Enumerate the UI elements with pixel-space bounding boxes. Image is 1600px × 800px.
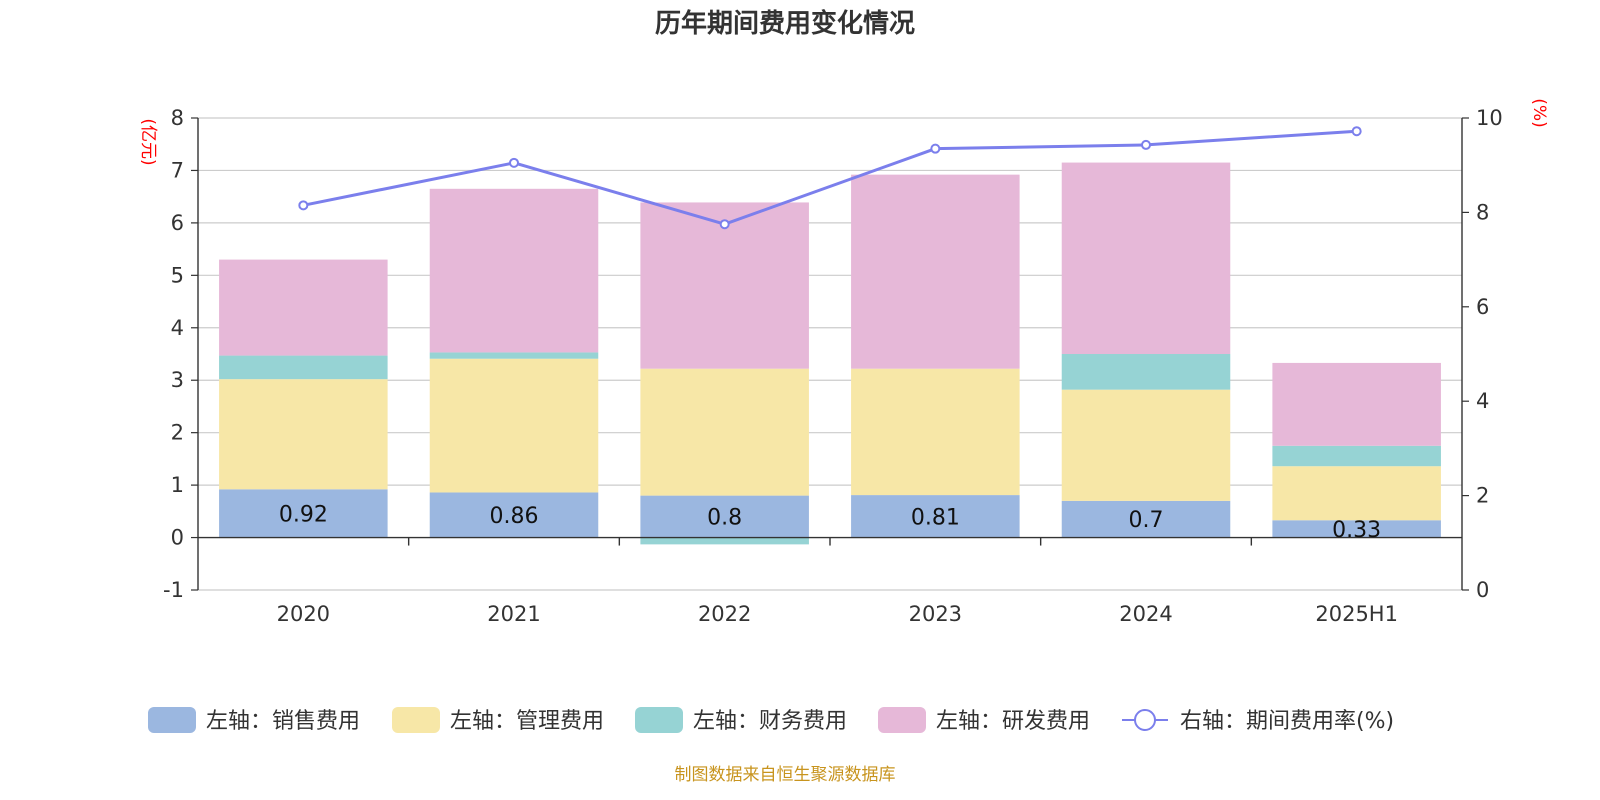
right-tick-label: 6 bbox=[1476, 295, 1489, 319]
category-label: 2025H1 bbox=[1315, 602, 1398, 626]
source-note: 制图数据来自恒生聚源数据库 bbox=[675, 765, 896, 785]
data-label: 0.86 bbox=[490, 504, 539, 529]
legend-swatch bbox=[148, 707, 196, 733]
left-tick-label: 0 bbox=[171, 526, 184, 550]
legend-circle-marker bbox=[1134, 709, 1156, 731]
legend-swatch bbox=[392, 707, 440, 733]
bar-segment bbox=[1272, 445, 1441, 467]
right-tick-label: 2 bbox=[1476, 484, 1489, 508]
bar-segment bbox=[1061, 389, 1231, 501]
left-tick-label: 2 bbox=[171, 421, 184, 445]
bar-segment bbox=[640, 537, 809, 545]
rate-point bbox=[298, 200, 309, 211]
data-label: 0.33 bbox=[1332, 518, 1381, 543]
left-tick-label: -1 bbox=[163, 578, 184, 602]
left-tick-label: 4 bbox=[171, 316, 184, 340]
rate-point bbox=[719, 219, 730, 230]
data-label: 0.8 bbox=[707, 506, 742, 531]
rate-point bbox=[1351, 126, 1362, 137]
bar-segment bbox=[219, 489, 388, 538]
left-tick-label: 1 bbox=[171, 473, 184, 497]
legend-label: 左轴：管理费用 bbox=[450, 709, 604, 734]
right-tick-label: 4 bbox=[1476, 389, 1489, 413]
category-label: 2021 bbox=[487, 602, 540, 626]
left-tick-label: 7 bbox=[171, 158, 184, 182]
category-label: 2024 bbox=[1119, 602, 1172, 626]
axes: -1 0 1 2 3 4 5 6 7 8 0 2 4 6 8 10 2020 2021 2022 2023 2024 20… bbox=[163, 106, 1503, 626]
legend-label: 右轴：期间费用率(%) bbox=[1180, 709, 1394, 734]
bar-segment bbox=[1061, 162, 1231, 354]
grid-lines bbox=[198, 117, 1462, 591]
legend-label: 左轴：财务费用 bbox=[693, 709, 847, 734]
data-label: 0.92 bbox=[279, 502, 328, 527]
bar-segment bbox=[1061, 500, 1231, 538]
rate-point bbox=[930, 143, 941, 154]
data-labels: 0.92 0.86 0.8 0.81 0.7 0.33 bbox=[279, 502, 1381, 542]
bars bbox=[219, 162, 1441, 545]
bar-segment bbox=[219, 355, 388, 380]
bar-segment bbox=[429, 358, 599, 493]
left-tick-label: 3 bbox=[171, 368, 184, 392]
rate-line-path bbox=[303, 129, 1357, 226]
bar-segment bbox=[1272, 466, 1441, 521]
rate-point bbox=[509, 157, 519, 168]
right-axis-unit: (%) bbox=[1529, 98, 1549, 127]
bar-segment bbox=[429, 352, 599, 359]
chart-title: 历年期间费用变化情况 bbox=[655, 8, 915, 39]
category-label: 2020 bbox=[277, 602, 330, 626]
right-tick-label: 0 bbox=[1476, 578, 1489, 602]
left-axis-unit: (亿元) bbox=[138, 118, 158, 165]
right-tick-label: 10 bbox=[1476, 106, 1503, 130]
bar-segment bbox=[219, 259, 388, 356]
left-tick-label: 6 bbox=[171, 211, 184, 235]
bar-segment bbox=[851, 174, 1020, 369]
bar-segment bbox=[640, 495, 809, 538]
rate-line bbox=[298, 126, 1362, 230]
data-label: 0.7 bbox=[1129, 508, 1164, 533]
category-label: 2023 bbox=[909, 602, 962, 626]
legend-swatch bbox=[635, 707, 683, 733]
data-label: 0.81 bbox=[911, 505, 960, 530]
bar-segment bbox=[1272, 362, 1441, 446]
bar-segment bbox=[429, 188, 599, 353]
bar-segment bbox=[851, 368, 1020, 496]
legend-label: 左轴：销售费用 bbox=[206, 709, 360, 734]
right-tick-label: 8 bbox=[1476, 200, 1489, 224]
left-tick-label: 8 bbox=[171, 106, 184, 130]
left-tick-label: 5 bbox=[171, 263, 184, 287]
bar-segment bbox=[429, 492, 599, 538]
legend-swatch bbox=[878, 707, 926, 733]
legend-label: 左轴：研发费用 bbox=[936, 709, 1090, 734]
legend: 左轴：销售费用 左轴：管理费用 左轴：财务费用 左轴：研发费用 右轴：期间费用率(%) bbox=[148, 707, 1394, 734]
rate-point bbox=[1141, 139, 1151, 150]
bar-segment bbox=[851, 495, 1020, 538]
bar-segment bbox=[1061, 354, 1231, 390]
bar-segment bbox=[1272, 520, 1441, 538]
bar-segment bbox=[219, 379, 388, 490]
category-label: 2022 bbox=[698, 602, 751, 626]
bar-segment bbox=[640, 368, 809, 496]
bar-segment bbox=[640, 202, 809, 369]
